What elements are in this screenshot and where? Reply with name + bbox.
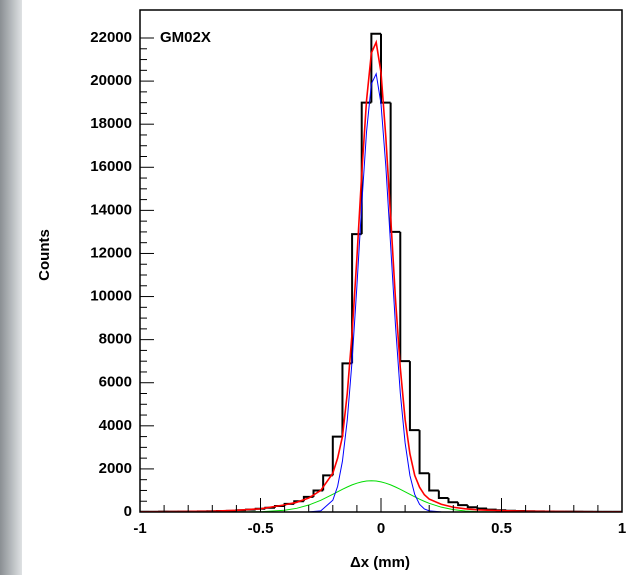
histogram-bin <box>399 231 410 363</box>
y-tick-label: 4000 <box>99 417 132 434</box>
y-tick-label: 22000 <box>90 29 132 46</box>
y-tick-label: 0 <box>124 503 132 520</box>
histogram-bin <box>447 497 459 504</box>
histogram-bin <box>331 435 343 476</box>
histogram-bin <box>428 473 439 492</box>
fit-curve <box>140 480 622 512</box>
chart-title: GM02X <box>160 29 211 46</box>
x-tick-label: 0.5 <box>491 520 512 537</box>
y-tick-label: 20000 <box>90 72 132 89</box>
x-tick-label: 1 <box>618 520 626 537</box>
histogram-bin <box>341 362 353 437</box>
histogram-bin <box>370 32 381 103</box>
y-tick-label: 12000 <box>90 244 132 261</box>
histogram-bin <box>476 507 488 510</box>
y-tick-label: 6000 <box>99 374 132 391</box>
histogram-bin <box>457 502 468 507</box>
background-strip <box>0 0 22 575</box>
histogram-bin <box>466 505 478 509</box>
x-tick-label: -0.5 <box>248 520 274 537</box>
histogram-bin <box>408 361 420 432</box>
fit-curve <box>140 72 622 512</box>
y-tick-label: 2000 <box>99 460 132 477</box>
fit-curve <box>140 39 622 512</box>
plot-area <box>140 32 622 512</box>
y-tick-label: 16000 <box>90 158 132 175</box>
y-tick-label: 10000 <box>90 288 132 305</box>
histogram-bin <box>322 474 333 491</box>
histogram-bin <box>418 430 430 475</box>
histogram-bin <box>360 101 372 235</box>
x-tick-label: -1 <box>133 520 146 537</box>
y-tick-label: 14000 <box>90 201 132 218</box>
y-tick-label: 8000 <box>99 331 132 348</box>
x-axis-label: Δx (mm) <box>350 554 410 571</box>
histogram-bin <box>389 102 401 233</box>
x-tick-label: 0 <box>377 520 385 537</box>
histogram-bin <box>437 490 449 499</box>
y-axis-label: Counts <box>36 229 53 281</box>
y-tick-label: 18000 <box>90 115 132 132</box>
